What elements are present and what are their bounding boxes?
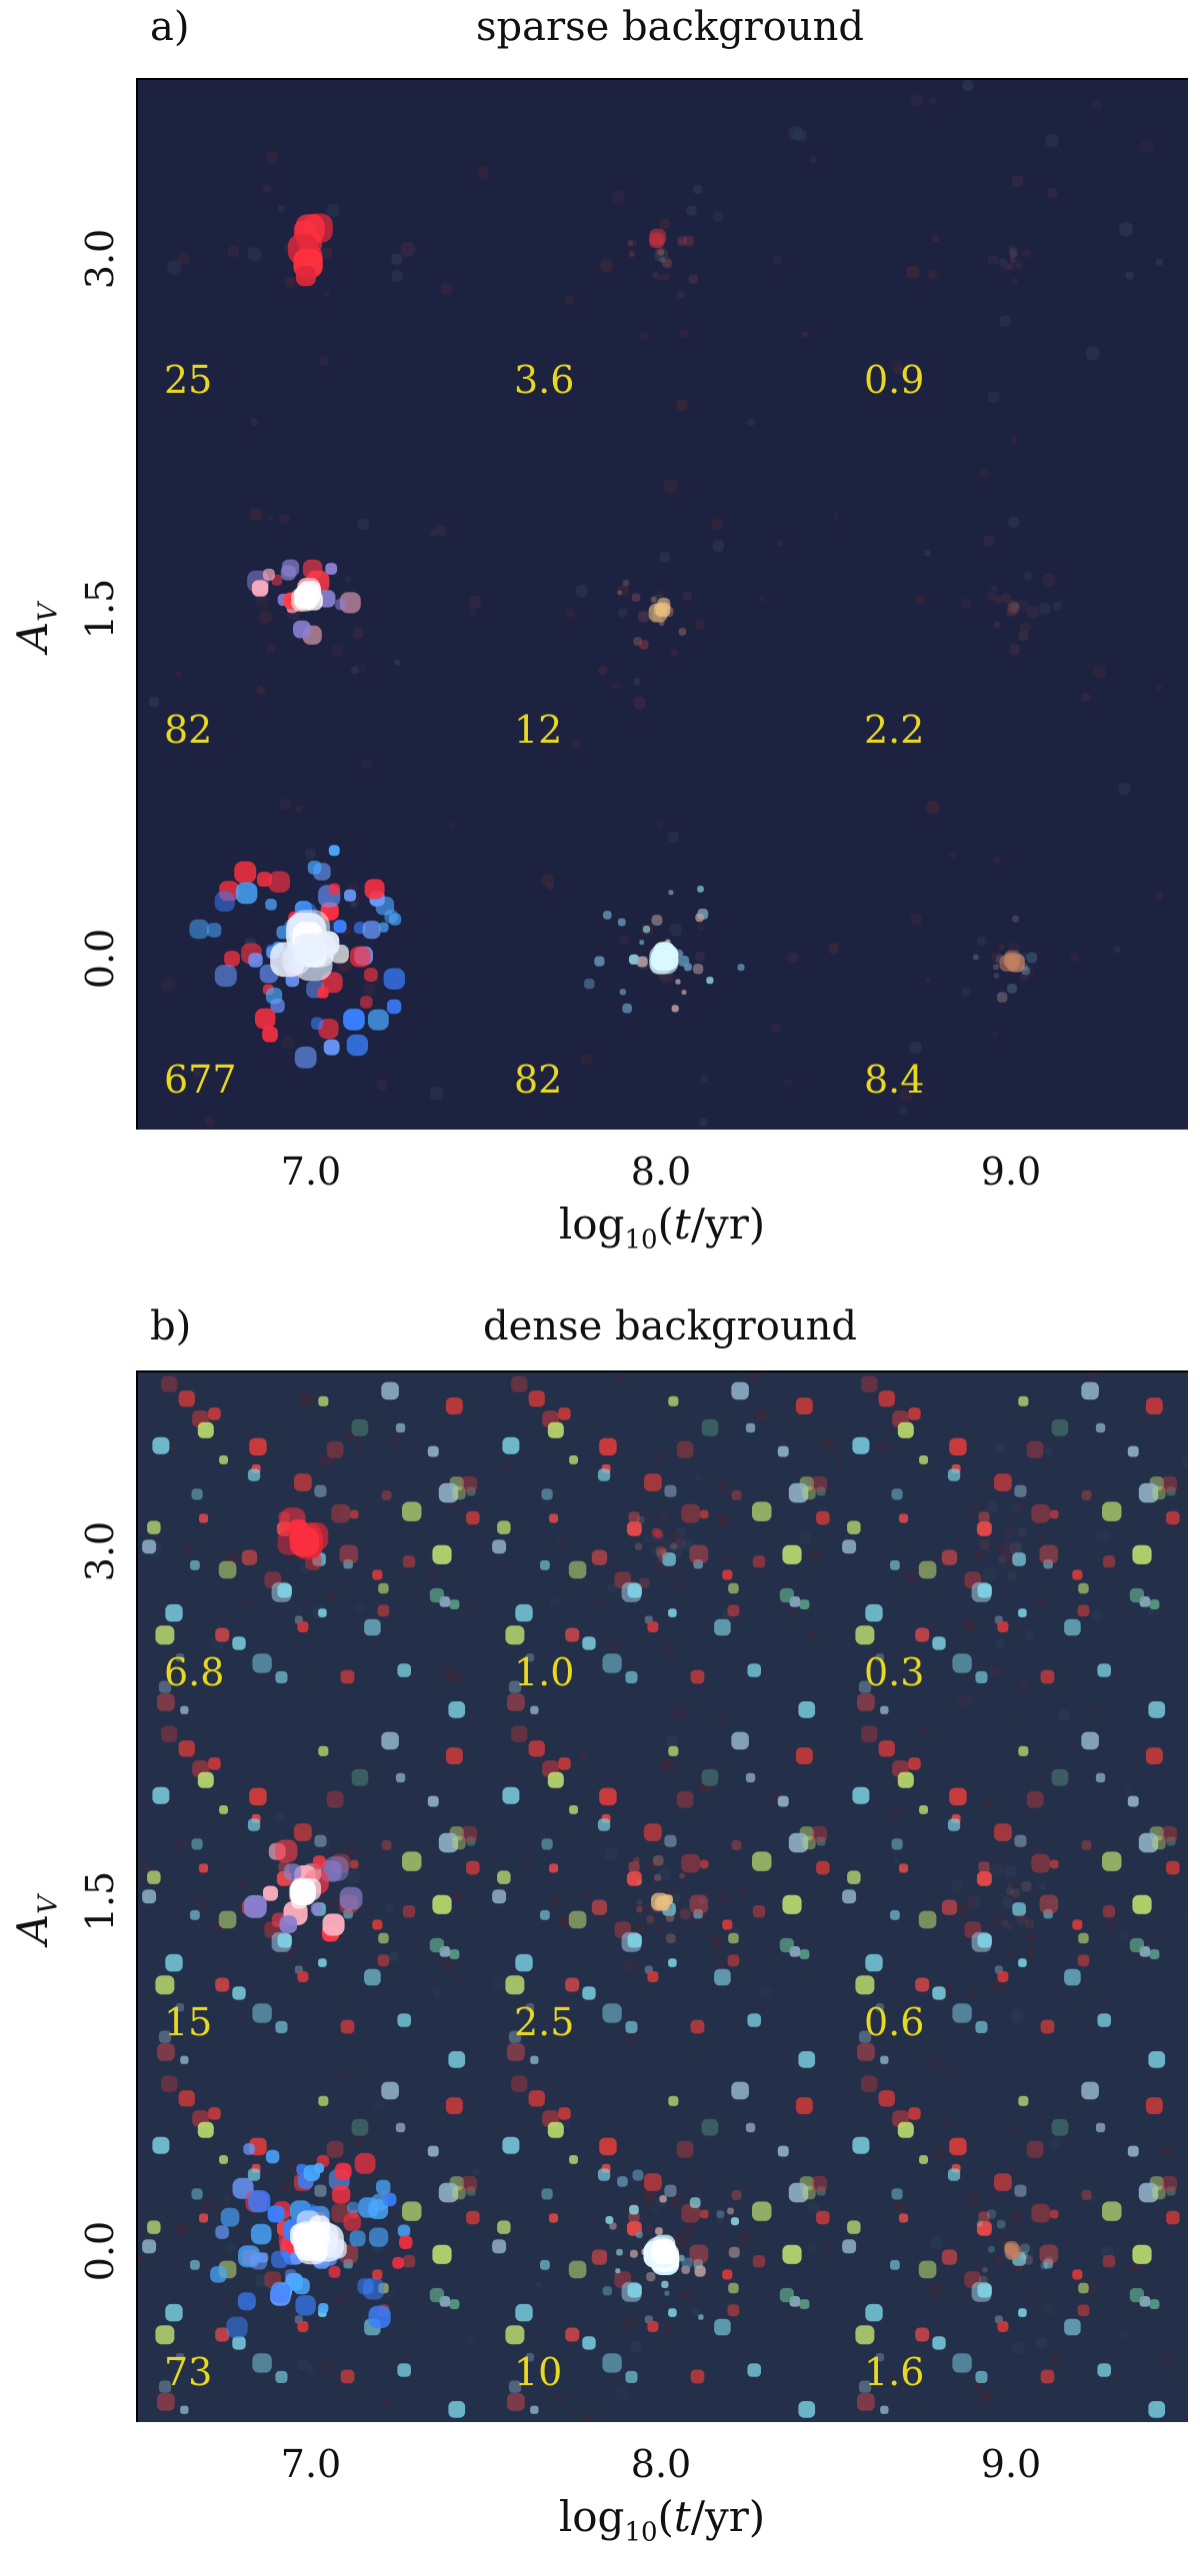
cell-value: 0.3: [864, 1650, 925, 1694]
column-label: 8.0: [630, 2442, 692, 2486]
cell-value: 1.6: [864, 2350, 925, 2394]
image-cell: 0.6: [838, 1722, 1188, 2072]
image-cell: 82: [488, 780, 838, 1130]
cell-value: 3.6: [514, 358, 575, 402]
cell-value: 0.6: [864, 2000, 925, 2044]
panel-letter: a): [150, 4, 190, 50]
cell-value: 2.2: [864, 708, 925, 752]
column-label: 8.0: [630, 1150, 692, 1194]
image-cell: 6.8: [138, 1372, 488, 1722]
cell-value: 82: [514, 1058, 563, 1102]
cell-value: 73: [164, 2350, 213, 2394]
image-cell: 1.0: [488, 1372, 838, 1722]
cell-value: 12: [514, 708, 563, 752]
image-cell: 10: [488, 2072, 838, 2422]
image-cell: 15: [138, 1722, 488, 2072]
row-label: 1.5: [78, 1870, 123, 1932]
row-label: 1.5: [78, 578, 123, 640]
image-cell: 8.4: [838, 780, 1188, 1130]
image-cell: 1.6: [838, 2072, 1188, 2422]
panel-b: b) dense background AV 3.0 1.5 0.0 6.8 1…: [0, 1299, 1200, 2576]
row-label: 0.0: [78, 2220, 123, 2282]
image-cell: 73: [138, 2072, 488, 2422]
x-axis-label: log10(t/yr): [558, 1200, 766, 1256]
image-cell: 2.2: [838, 430, 1188, 780]
cell-value: 25: [164, 358, 213, 402]
cell-value: 6.8: [164, 1650, 225, 1694]
cell-value: 82: [164, 708, 213, 752]
y-axis-label: AV: [8, 1895, 64, 1945]
image-cell: 3.6: [488, 80, 838, 430]
cell-value: 677: [164, 1058, 237, 1102]
y-axis-label: AV: [8, 603, 64, 653]
image-grid: 25 3.6 0.9 82 12 2.2 677 82 8.4: [136, 78, 1188, 1130]
column-label: 9.0: [980, 2442, 1042, 2486]
row-label: 3.0: [78, 1520, 123, 1582]
panel-a: a) sparse background AV 3.0 1.5 0.0 25 3…: [8, 4, 1188, 1256]
cell-value: 10: [514, 2350, 563, 2394]
image-cell: 12: [488, 430, 838, 780]
row-label: 3.0: [78, 228, 123, 290]
row-label: 0.0: [78, 928, 123, 990]
image-cell: 0.3: [838, 1372, 1188, 1722]
column-label: 9.0: [980, 1150, 1042, 1194]
cell-value: 15: [164, 2000, 213, 2044]
panel-title: dense background: [483, 1303, 857, 1349]
cell-value: 2.5: [514, 2000, 575, 2044]
x-axis-label: log10(t/yr): [558, 2492, 766, 2548]
panel-title: sparse background: [475, 4, 865, 50]
column-label: 7.0: [280, 1150, 342, 1194]
image-cell: 82: [138, 430, 488, 780]
image-cell: 2.5: [488, 1722, 838, 2072]
image-cell: 0.9: [838, 80, 1188, 430]
cell-value: 1.0: [514, 1650, 575, 1694]
column-label: 7.0: [280, 2442, 342, 2486]
image-cell: 25: [138, 80, 488, 430]
image-cell: 677: [138, 780, 488, 1130]
panel-letter: b): [150, 1303, 192, 1349]
image-grid: 6.8 1.0 0.3 15 2.5 0.6 73 10 1.6: [136, 1370, 1188, 2422]
cell-value: 8.4: [864, 1058, 925, 1102]
cell-value: 0.9: [864, 358, 925, 402]
